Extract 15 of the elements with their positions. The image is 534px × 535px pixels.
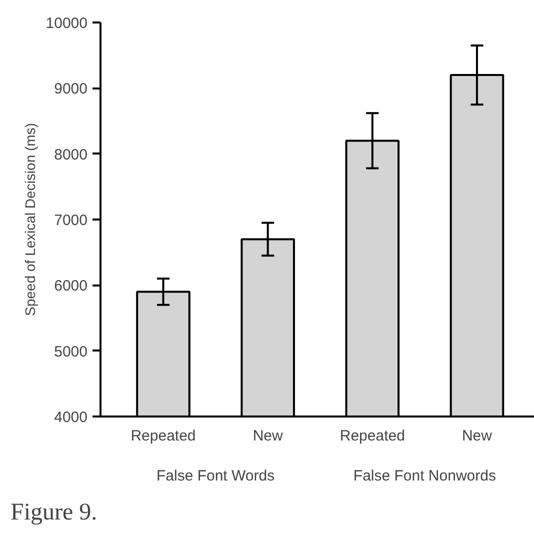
y-tick-label: 6000 (54, 278, 88, 295)
y-tick-label: 8000 (54, 146, 88, 164)
x-tick-label: Repeated (340, 428, 405, 444)
text: False Font Nonwords (353, 468, 496, 484)
caption: Figure 9. (10, 500, 98, 526)
x-tick-label: New (252, 428, 283, 444)
y-tick-label: 9000 (54, 80, 88, 98)
y-tick-label: 5000 (54, 343, 88, 360)
x-tick-label: New (462, 428, 492, 444)
text: False Font Words (156, 468, 275, 484)
y-tick-label: 4000 (54, 409, 88, 426)
y-tick-label: 7000 (54, 212, 88, 229)
y-axis-title: Speed of Lexical Decision (ms) (22, 123, 38, 316)
x-tick-label: Repeated (130, 428, 196, 444)
y-tick-label: 10000 (46, 15, 88, 32)
